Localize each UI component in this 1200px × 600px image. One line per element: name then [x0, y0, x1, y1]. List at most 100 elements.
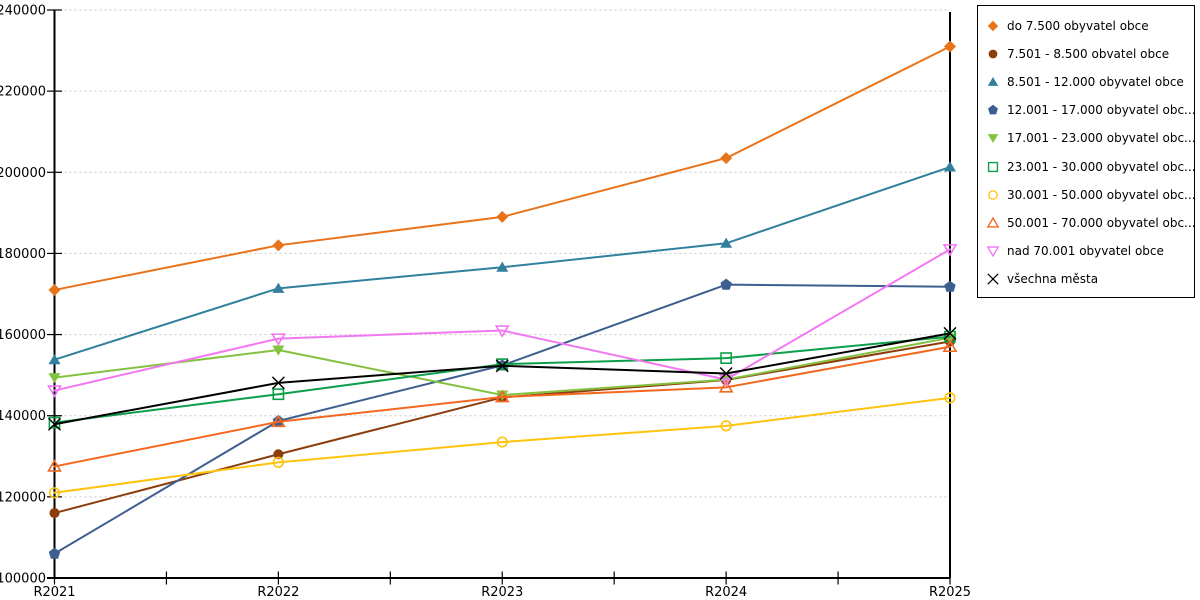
- marker-diamond-icon: [720, 152, 733, 165]
- legend-item: do 7.500 obyvatel obce: [978, 12, 1194, 40]
- y-tick-label: 120000: [0, 490, 46, 505]
- legend-item-label: nad 70.001 obyvatel obce: [1007, 243, 1164, 258]
- legend-item: 12.001 - 17.000 obyvatel obc...: [978, 96, 1194, 124]
- marker-x-icon: [47, 417, 62, 431]
- series-3: [48, 161, 956, 365]
- marker-x-icon: [495, 359, 509, 373]
- marker-triangle-down-hollow-icon: [942, 244, 958, 257]
- marker-triangle-down-hollow-icon: [47, 385, 62, 398]
- marker-diamond-icon: [496, 210, 509, 223]
- series-9: [47, 244, 958, 398]
- legend-item: 17.001 - 23.000 obyvatel obc...: [978, 124, 1194, 152]
- marker-triangle-up-icon: [944, 161, 956, 172]
- marker-square-hollow-icon: [720, 352, 733, 365]
- marker-diamond-icon: [987, 20, 999, 32]
- y-tick-label: 160000: [0, 328, 46, 343]
- marker-triangle-down-hollow-icon: [718, 374, 734, 387]
- marker-circle-hollow-icon: [988, 189, 998, 200]
- x-tick-label: R2022: [257, 585, 299, 600]
- series-7: [48, 392, 956, 499]
- legend-item: nad 70.001 obyvatel obce: [978, 237, 1194, 265]
- marker-triangle-down-hollow-icon: [986, 246, 1000, 258]
- legend-item: 7.501 - 8.500 obvatel obce: [978, 40, 1194, 68]
- marker-triangle-up-hollow-icon: [942, 339, 958, 353]
- legend-item-label: 7.501 - 8.500 obvatel obce: [1007, 47, 1170, 62]
- marker-triangle-down-icon: [48, 373, 61, 384]
- legend-item-label: 17.001 - 23.000 obyvatel obc...: [1007, 131, 1194, 146]
- legend-triangle-down-filled-icon: [987, 134, 999, 144]
- series-line: [53, 335, 951, 424]
- marker-circle-hollow-icon: [944, 392, 956, 404]
- series-line: [53, 248, 951, 392]
- series-6: [48, 330, 956, 429]
- marker-x-icon: [271, 376, 285, 390]
- legend-triangle-up-filled-icon: [987, 77, 999, 87]
- marker-triangle-up-icon: [720, 237, 733, 248]
- x-tick-label: R2025: [929, 585, 971, 600]
- legend-item-label: 50.001 - 70.000 obyvatel obc...: [1007, 215, 1194, 230]
- legend-item-label: 8.501 - 12.000 obyvatel obce: [1007, 75, 1184, 90]
- marker-triangle-up-hollow-icon: [986, 216, 1000, 228]
- series-line: [53, 332, 951, 426]
- y-tick-label: 240000: [0, 4, 46, 19]
- marker-pentagon-icon: [48, 547, 61, 559]
- marker-triangle-down-hollow-icon: [270, 333, 286, 346]
- marker-triangle-up-icon: [987, 77, 999, 87]
- marker-x-icon: [719, 367, 733, 381]
- legend-item-label: 23.001 - 30.000 obyvatel obc...: [1007, 159, 1194, 174]
- marker-diamond-icon: [944, 40, 956, 53]
- legend: do 7.500 obyvatel obce 7.501 - 8.500 obva…: [977, 5, 1195, 298]
- series-4: [48, 278, 956, 559]
- series-8: [47, 339, 958, 472]
- marker-square-hollow-icon: [987, 161, 999, 172]
- series-line: [53, 396, 951, 494]
- y-tick-label: 220000: [0, 85, 46, 100]
- legend-item-label: 30.001 - 50.000 obyvatel obc...: [1007, 187, 1194, 202]
- marker-triangle-down-icon: [987, 134, 999, 144]
- legend-square-hollow-icon: [987, 161, 999, 172]
- marker-diamond-icon: [272, 239, 285, 252]
- marker-x-icon: [943, 326, 957, 340]
- legend-circle-filled-icon: [988, 49, 998, 59]
- marker-square-hollow-icon: [496, 358, 509, 371]
- marker-triangle-down-icon: [272, 345, 285, 356]
- legend-item-label: všechna města: [1007, 271, 1099, 286]
- x-tick-label: R2021: [33, 585, 75, 600]
- marker-triangle-up-hollow-icon: [47, 459, 62, 472]
- legend-item: 8.501 - 12.000 obyvatel obce: [978, 68, 1194, 96]
- series-10: [47, 326, 957, 431]
- marker-circle-icon: [273, 449, 284, 460]
- x-tick-label: R2024: [705, 585, 747, 600]
- marker-circle-hollow-icon: [496, 436, 508, 448]
- legend-item: 23.001 - 30.000 obyvatel obc...: [978, 152, 1194, 180]
- marker-triangle-up-icon: [496, 261, 509, 272]
- x-tick-label: R2023: [481, 585, 523, 600]
- series-line: [53, 345, 951, 468]
- marker-triangle-up-hollow-icon: [718, 380, 734, 393]
- marker-x-icon: [987, 273, 999, 285]
- y-tick-label: 100000: [0, 572, 46, 587]
- legend-item: 30.001 - 50.000 obyvatel obc...: [978, 181, 1194, 209]
- legend-item: všechna města: [978, 265, 1194, 293]
- y-tick-label: 180000: [0, 247, 46, 262]
- marker-circle-hollow-icon: [720, 420, 732, 432]
- marker-circle-icon: [988, 49, 998, 59]
- marker-triangle-up-icon: [272, 282, 285, 293]
- marker-triangle-up-hollow-icon: [494, 389, 510, 403]
- legend-item: 50.001 - 70.000 obyvatel obc...: [978, 209, 1194, 237]
- marker-triangle-down-icon: [496, 390, 509, 401]
- marker-pentagon-icon: [944, 280, 956, 292]
- legend-x-icon: [987, 273, 999, 285]
- legend-item-label: 12.001 - 17.000 obyvatel obc...: [1007, 103, 1194, 118]
- marker-square-hollow-icon: [272, 388, 285, 401]
- marker-circle-hollow-icon: [272, 456, 284, 468]
- legend-pentagon-filled-icon: [988, 105, 998, 115]
- marker-diamond-icon: [48, 283, 61, 296]
- y-tick-label: 140000: [0, 409, 46, 424]
- legend-item-label: do 7.500 obyvatel obce: [1007, 19, 1149, 34]
- legend-triangle-up-hollow-icon: [986, 216, 1000, 228]
- marker-pentagon-icon: [720, 278, 732, 290]
- legend-circle-hollow-icon: [988, 189, 998, 200]
